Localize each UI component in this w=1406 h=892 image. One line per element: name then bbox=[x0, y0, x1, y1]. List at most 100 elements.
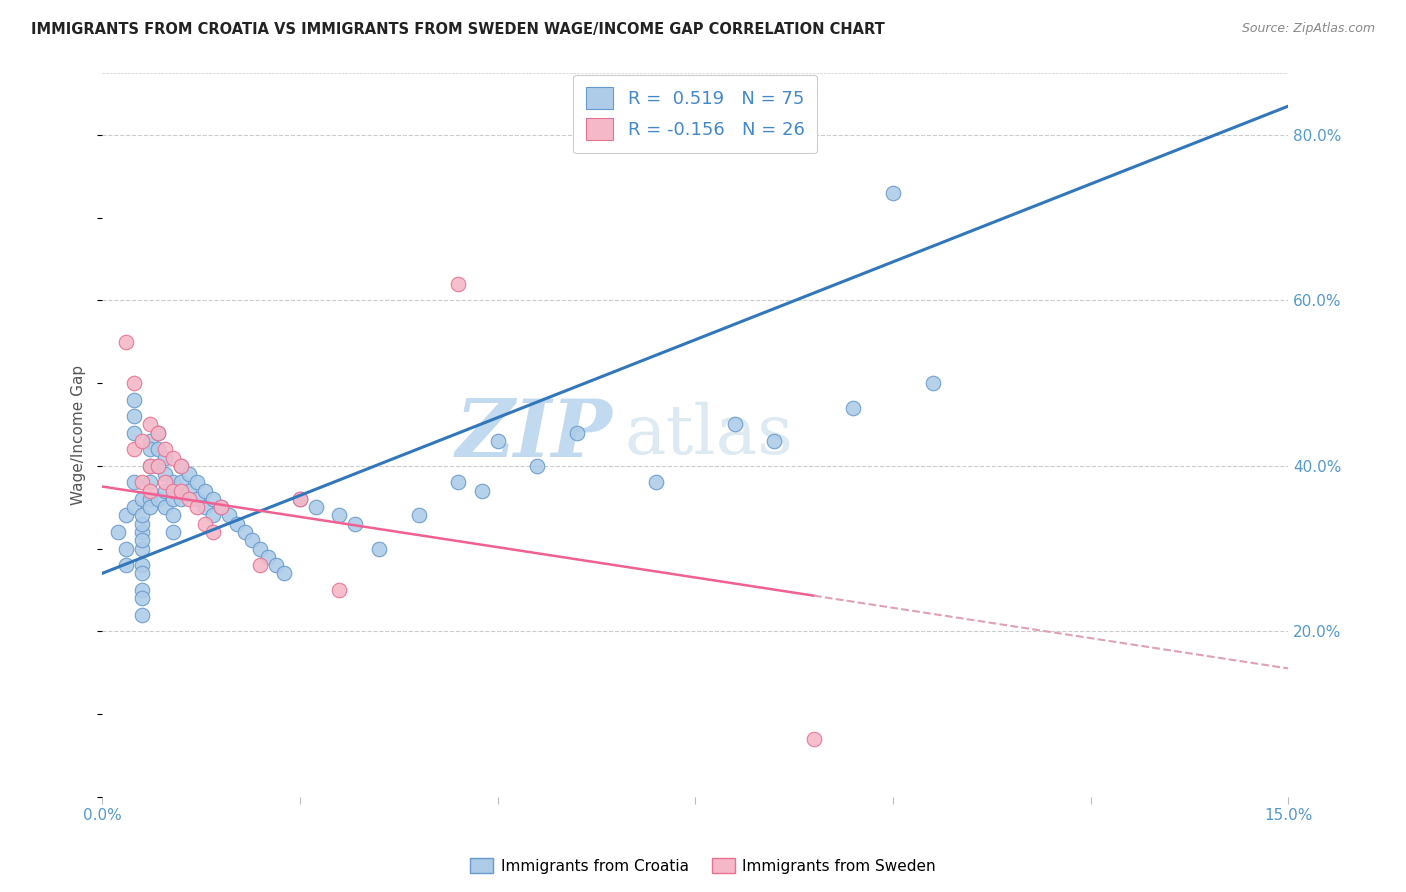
Point bbox=[131, 434, 153, 448]
Point bbox=[107, 524, 129, 539]
Point bbox=[146, 442, 169, 457]
Point bbox=[257, 549, 280, 564]
Point bbox=[368, 541, 391, 556]
Point bbox=[138, 458, 160, 473]
Point bbox=[565, 425, 588, 440]
Point bbox=[122, 442, 145, 457]
Point bbox=[288, 491, 311, 506]
Point bbox=[146, 425, 169, 440]
Point bbox=[162, 508, 184, 523]
Point bbox=[146, 425, 169, 440]
Point bbox=[209, 500, 232, 515]
Point bbox=[155, 467, 177, 482]
Point bbox=[724, 417, 747, 432]
Point bbox=[146, 458, 169, 473]
Point bbox=[131, 475, 153, 490]
Point bbox=[131, 533, 153, 548]
Point bbox=[162, 450, 184, 465]
Point bbox=[179, 483, 201, 498]
Point bbox=[225, 516, 247, 531]
Point bbox=[115, 558, 138, 573]
Point bbox=[344, 516, 367, 531]
Point bbox=[170, 475, 193, 490]
Legend: R =  0.519   N = 75, R = -0.156   N = 26: R = 0.519 N = 75, R = -0.156 N = 26 bbox=[574, 75, 817, 153]
Point bbox=[131, 607, 153, 622]
Point bbox=[194, 500, 217, 515]
Point bbox=[644, 475, 666, 490]
Point bbox=[233, 524, 256, 539]
Point bbox=[155, 442, 177, 457]
Point bbox=[131, 541, 153, 556]
Y-axis label: Wage/Income Gap: Wage/Income Gap bbox=[72, 365, 86, 505]
Point bbox=[186, 491, 208, 506]
Point bbox=[131, 582, 153, 597]
Point bbox=[186, 475, 208, 490]
Point bbox=[146, 491, 169, 506]
Point bbox=[138, 458, 160, 473]
Point bbox=[155, 500, 177, 515]
Point bbox=[486, 434, 509, 448]
Point bbox=[305, 500, 328, 515]
Point bbox=[328, 582, 350, 597]
Point bbox=[242, 533, 264, 548]
Point bbox=[201, 491, 224, 506]
Point bbox=[115, 334, 138, 349]
Point bbox=[138, 434, 160, 448]
Point bbox=[162, 491, 184, 506]
Point bbox=[122, 376, 145, 391]
Point bbox=[471, 483, 494, 498]
Point bbox=[138, 500, 160, 515]
Text: ZIP: ZIP bbox=[456, 396, 612, 474]
Point bbox=[170, 483, 193, 498]
Point bbox=[328, 508, 350, 523]
Point bbox=[273, 566, 295, 581]
Point bbox=[131, 516, 153, 531]
Point bbox=[122, 475, 145, 490]
Point bbox=[249, 558, 271, 573]
Point bbox=[115, 508, 138, 523]
Text: Source: ZipAtlas.com: Source: ZipAtlas.com bbox=[1241, 22, 1375, 36]
Point bbox=[138, 417, 160, 432]
Point bbox=[155, 450, 177, 465]
Point bbox=[131, 591, 153, 606]
Point bbox=[155, 483, 177, 498]
Point bbox=[122, 409, 145, 424]
Point bbox=[170, 491, 193, 506]
Point bbox=[138, 442, 160, 457]
Point bbox=[218, 508, 240, 523]
Point bbox=[170, 458, 193, 473]
Point bbox=[882, 186, 904, 200]
Point bbox=[122, 392, 145, 407]
Point bbox=[179, 467, 201, 482]
Point bbox=[131, 558, 153, 573]
Point bbox=[249, 541, 271, 556]
Point bbox=[162, 483, 184, 498]
Point bbox=[170, 458, 193, 473]
Point bbox=[447, 475, 470, 490]
Point bbox=[179, 491, 201, 506]
Legend: Immigrants from Croatia, Immigrants from Sweden: Immigrants from Croatia, Immigrants from… bbox=[464, 852, 942, 880]
Point bbox=[194, 516, 217, 531]
Point bbox=[138, 475, 160, 490]
Point bbox=[122, 500, 145, 515]
Point bbox=[447, 277, 470, 291]
Point bbox=[138, 491, 160, 506]
Point bbox=[921, 376, 943, 391]
Point bbox=[131, 508, 153, 523]
Point bbox=[763, 434, 786, 448]
Point bbox=[155, 475, 177, 490]
Point bbox=[408, 508, 430, 523]
Point bbox=[288, 491, 311, 506]
Point bbox=[264, 558, 287, 573]
Point bbox=[138, 483, 160, 498]
Text: atlas: atlas bbox=[624, 401, 793, 468]
Point bbox=[201, 524, 224, 539]
Point bbox=[842, 401, 865, 415]
Point bbox=[131, 524, 153, 539]
Point bbox=[146, 458, 169, 473]
Point bbox=[131, 566, 153, 581]
Point bbox=[201, 508, 224, 523]
Point bbox=[186, 500, 208, 515]
Point bbox=[122, 425, 145, 440]
Point bbox=[803, 731, 825, 746]
